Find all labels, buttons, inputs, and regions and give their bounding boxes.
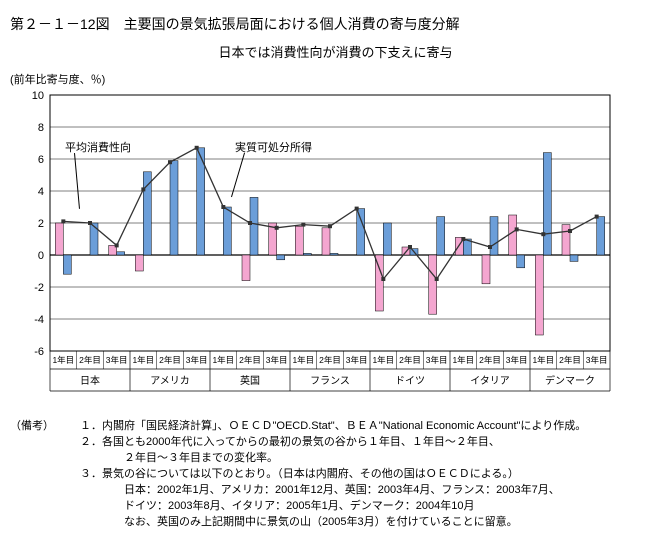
svg-text:6: 6 xyxy=(38,154,44,166)
notes-label xyxy=(10,435,80,467)
svg-text:2: 2 xyxy=(38,218,44,230)
x-country-label: デンマーク xyxy=(545,374,595,387)
svg-text:-4: -4 xyxy=(34,314,44,326)
figure-subtitle: 日本では消費性向が消費の下支えに寄与 xyxy=(10,42,651,61)
x-country-label: 英国 xyxy=(240,374,260,387)
bar-blue xyxy=(223,207,231,255)
bar-blue xyxy=(143,172,151,255)
x-period-label: 1年目 xyxy=(212,355,234,365)
notes-label xyxy=(10,467,80,531)
chart-annotation: 実質可処分所得 xyxy=(235,139,312,155)
x-period-label: 2年目 xyxy=(559,355,581,365)
x-country-label: ドイツ xyxy=(395,376,425,387)
x-period-label: 3年目 xyxy=(506,355,528,365)
bar-chart: -6-4-202468101年目2年目3年目日本1年目2年目3年目アメリカ1年目… xyxy=(10,89,620,397)
svg-text:0: 0 xyxy=(38,250,44,262)
x-period-label: 2年目 xyxy=(239,355,261,365)
x-country-label: イタリア xyxy=(470,375,510,387)
x-period-label: 3年目 xyxy=(426,355,448,365)
bar-blue xyxy=(570,255,578,261)
notes-block: （備考）１．内閣府「国民経済計算」、ＯＥＣＤ"OECD.Stat"、ＢＥＡ"Na… xyxy=(10,419,651,531)
x-period-label: 2年目 xyxy=(159,355,181,365)
bar-blue xyxy=(117,252,125,255)
x-period-label: 2年目 xyxy=(399,355,421,365)
x-period-label: 1年目 xyxy=(292,355,314,365)
x-country-label: フランス xyxy=(310,375,350,387)
bar-blue xyxy=(170,161,178,255)
x-country-label: 日本 xyxy=(80,374,100,387)
notes-item: ３．景気の谷については以下のとおり。（日本は内閣府、その他の国はＯＥＣＤによる。… xyxy=(80,467,651,531)
svg-text:-6: -6 xyxy=(34,346,44,358)
notes-item: ２．各国とも2000年代に入ってからの最初の景気の谷から１年目、１年目～２年目、… xyxy=(80,435,651,467)
bar-pink xyxy=(482,255,490,284)
svg-text:4: 4 xyxy=(38,186,44,198)
bar-blue xyxy=(303,253,311,255)
bar-pink xyxy=(509,215,517,255)
notes-item: １．内閣府「国民経済計算」、ＯＥＣＤ"OECD.Stat"、ＢＥＡ"Nation… xyxy=(80,419,651,435)
chart-container: -6-4-202468101年目2年目3年目日本1年目2年目3年目アメリカ1年目… xyxy=(10,89,651,397)
x-period-label: 1年目 xyxy=(132,355,154,365)
bar-blue xyxy=(330,253,338,255)
x-period-label: 2年目 xyxy=(319,355,341,365)
bar-blue xyxy=(543,153,551,255)
bar-pink xyxy=(135,255,143,271)
svg-text:8: 8 xyxy=(38,122,44,134)
bar-pink xyxy=(429,255,437,314)
bar-pink xyxy=(535,255,543,335)
x-period-label: 3年目 xyxy=(586,355,608,365)
bar-blue xyxy=(277,255,285,260)
x-period-label: 1年目 xyxy=(52,355,74,365)
bar-pink xyxy=(242,255,250,281)
bar-blue xyxy=(250,197,258,255)
x-period-label: 2年目 xyxy=(479,355,501,365)
bar-pink xyxy=(55,223,63,255)
x-period-label: 3年目 xyxy=(106,355,128,365)
x-period-label: 3年目 xyxy=(266,355,288,365)
bar-pink xyxy=(322,228,330,255)
y-axis-label: (前年比寄与度、％) xyxy=(10,71,651,87)
bar-pink xyxy=(375,255,383,311)
x-period-label: 2年目 xyxy=(79,355,101,365)
x-period-label: 1年目 xyxy=(532,355,554,365)
bar-blue xyxy=(490,217,498,255)
bar-blue xyxy=(90,223,98,255)
bar-blue xyxy=(357,209,365,255)
x-country-label: アメリカ xyxy=(150,375,190,387)
svg-text:-2: -2 xyxy=(34,282,44,294)
figure-title: 第２－１－12図 主要国の景気拡張局面における個人消費の寄与度分解 xyxy=(10,14,651,34)
bar-blue xyxy=(517,255,525,268)
notes-label: （備考） xyxy=(10,419,80,435)
bar-blue xyxy=(597,217,605,255)
bar-blue xyxy=(63,255,71,274)
x-period-label: 1年目 xyxy=(372,355,394,365)
x-period-label: 3年目 xyxy=(346,355,368,365)
x-period-label: 1年目 xyxy=(452,355,474,365)
svg-text:10: 10 xyxy=(32,90,44,102)
x-period-label: 3年目 xyxy=(186,355,208,365)
bar-pink xyxy=(295,226,303,255)
bar-blue xyxy=(383,223,391,255)
bar-blue xyxy=(437,217,445,255)
